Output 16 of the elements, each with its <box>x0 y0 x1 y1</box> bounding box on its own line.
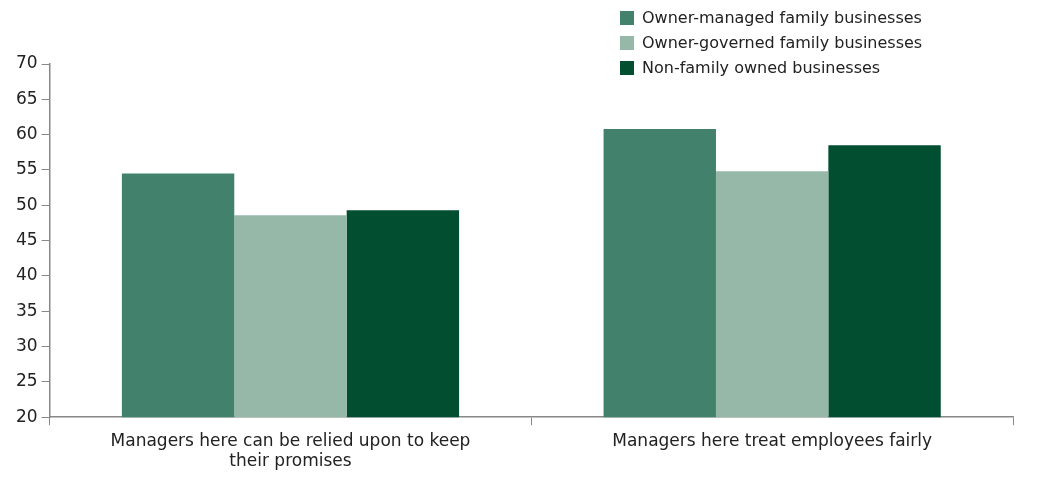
y-tick-label: 50 <box>15 193 38 214</box>
y-tick-label: 70 <box>15 52 38 73</box>
legend-label: Non-family owned businesses <box>642 58 881 77</box>
y-tick-label: 55 <box>15 158 38 179</box>
y-tick-label: 35 <box>15 299 38 320</box>
y-tick-label: 25 <box>15 370 38 391</box>
y-tick-label: 40 <box>15 264 38 285</box>
x-tick-label: Managers here treat employees fairly <box>612 429 933 450</box>
x-tick-label: Managers here can be relied upon to keep their promises <box>110 429 471 471</box>
y-tick-label: 20 <box>15 405 38 426</box>
y-tick-label: 60 <box>15 123 38 144</box>
y-tick-label: 45 <box>15 229 38 250</box>
y-tick-label: 30 <box>15 334 38 355</box>
legend-label: Owner-managed family businesses <box>642 8 922 27</box>
legend-label: Owner-governed family businesses <box>642 33 923 52</box>
y-tick-label: 65 <box>15 87 38 108</box>
